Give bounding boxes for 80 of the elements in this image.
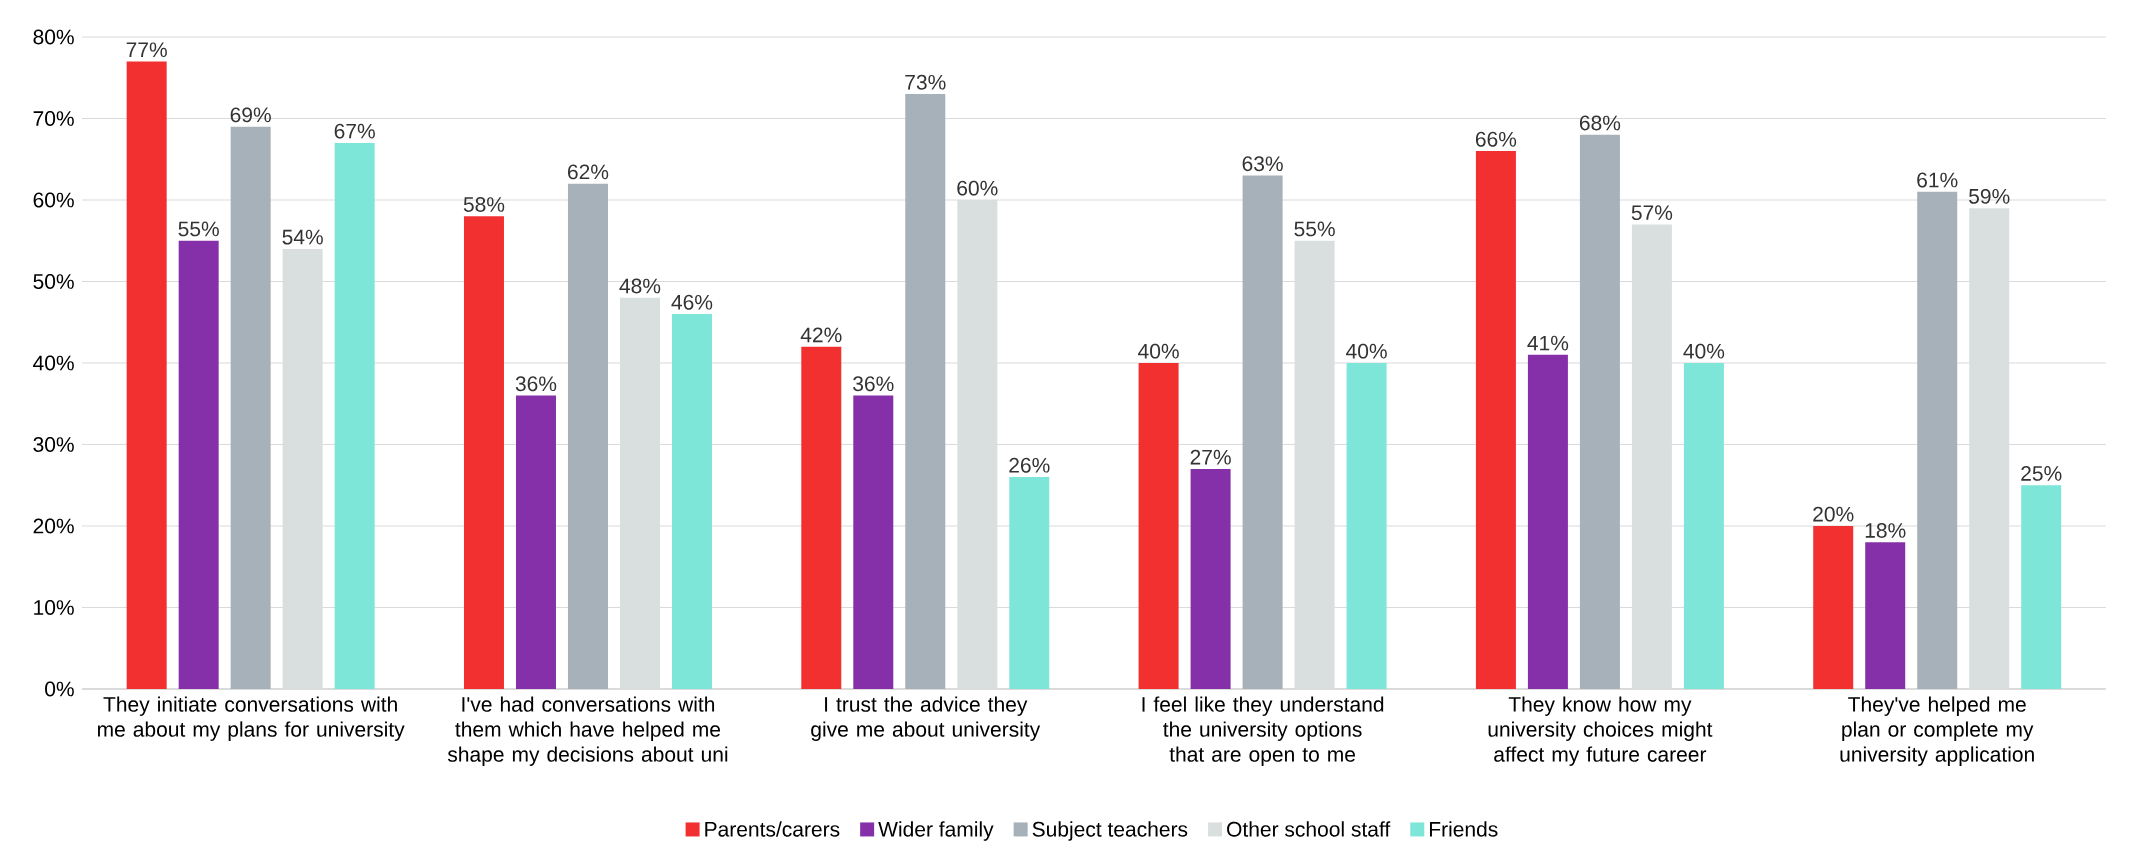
data-label: 69% — [230, 107, 271, 123]
bar — [463, 216, 504, 689]
data-label: 41% — [1527, 335, 1569, 351]
data-label: 77% — [126, 42, 167, 58]
bar — [671, 314, 712, 689]
bar — [2021, 485, 2062, 689]
bar — [853, 395, 894, 689]
x-tick-label: They've helped me plan or complete my university application — [1840, 696, 2034, 766]
data-label: 55% — [1294, 221, 1335, 237]
x-tick-label: I feel like they understand the university options that are open to me — [1142, 696, 1384, 766]
data-label: 73% — [905, 74, 946, 90]
data-label: 18% — [1865, 523, 1906, 538]
y-tick-label: 30% — [33, 437, 74, 452]
data-label: 25% — [2021, 465, 2062, 481]
data-label: 36% — [853, 376, 894, 392]
bar — [515, 395, 556, 689]
data-label: 68% — [1579, 115, 1621, 131]
bar — [1917, 191, 1958, 689]
y-tick-label: 80% — [33, 29, 74, 45]
bar — [1009, 477, 1050, 689]
bar — [1683, 363, 1724, 689]
data-label: 46% — [671, 294, 713, 310]
bar — [1138, 363, 1179, 689]
bar — [1190, 468, 1231, 689]
data-label: 59% — [1969, 188, 2010, 204]
bar — [801, 346, 842, 689]
data-label: 26% — [1009, 457, 1050, 473]
y-tick-label: 60% — [33, 192, 74, 208]
y-tick-label: 10% — [34, 600, 74, 615]
bar — [1346, 363, 1387, 689]
data-label: 54% — [282, 229, 323, 245]
bar — [334, 142, 375, 689]
y-tick-label: 40% — [33, 355, 74, 371]
data-label: 66% — [1475, 131, 1517, 147]
data-label: 57% — [1631, 205, 1673, 221]
bar — [1475, 151, 1516, 689]
data-label: 61% — [1917, 172, 1958, 188]
bar — [178, 240, 219, 689]
bar — [1631, 224, 1672, 689]
legend-label: Wider family — [878, 821, 994, 841]
y-tick-label: 50% — [33, 274, 74, 289]
bar — [1865, 542, 1906, 689]
legend-label: Parents/carers — [705, 821, 840, 837]
y-tick-label: 0% — [45, 681, 74, 697]
bar — [905, 94, 946, 689]
data-label: 63% — [1242, 156, 1283, 172]
x-tick-label: They initiate conversations with me about my plans for university — [97, 696, 405, 741]
data-label: 27% — [1190, 449, 1231, 465]
data-label: 36% — [515, 376, 557, 392]
data-label: 60% — [957, 180, 998, 196]
bar — [282, 248, 323, 689]
data-label: 48% — [619, 278, 661, 294]
bar — [619, 297, 660, 689]
bar — [1813, 525, 1854, 689]
data-label: 40% — [1346, 343, 1387, 359]
bar — [957, 200, 998, 689]
bar — [1527, 354, 1568, 689]
x-tick-label: I trust the advice they give me about university — [811, 696, 1041, 741]
data-label: 62% — [568, 164, 609, 180]
y-tick-label: 20% — [33, 518, 74, 534]
bar — [126, 61, 167, 689]
bar — [567, 183, 608, 689]
data-label: 20% — [1813, 506, 1854, 522]
data-label: 67% — [334, 123, 375, 139]
legend-label: Other school staff — [1227, 821, 1391, 837]
legend-label: Subject teachers — [1032, 821, 1188, 841]
data-label: 55% — [178, 221, 219, 237]
data-label: 58% — [463, 197, 505, 212]
data-label: 40% — [1683, 343, 1725, 359]
y-tick-label: 70% — [33, 111, 74, 126]
bar — [230, 126, 271, 689]
x-tick-label: They know how my university choices might affect my future career — [1488, 696, 1713, 766]
bar — [1969, 208, 2010, 689]
bar — [1579, 134, 1620, 689]
bar — [1294, 240, 1335, 689]
x-tick-label: I've had conversations with them which have helped me shape my decisions about uni — [447, 696, 728, 766]
data-label: 42% — [800, 327, 842, 343]
bar — [1242, 175, 1283, 689]
data-label: 40% — [1138, 343, 1179, 359]
legend-label: Friends — [1429, 821, 1498, 837]
